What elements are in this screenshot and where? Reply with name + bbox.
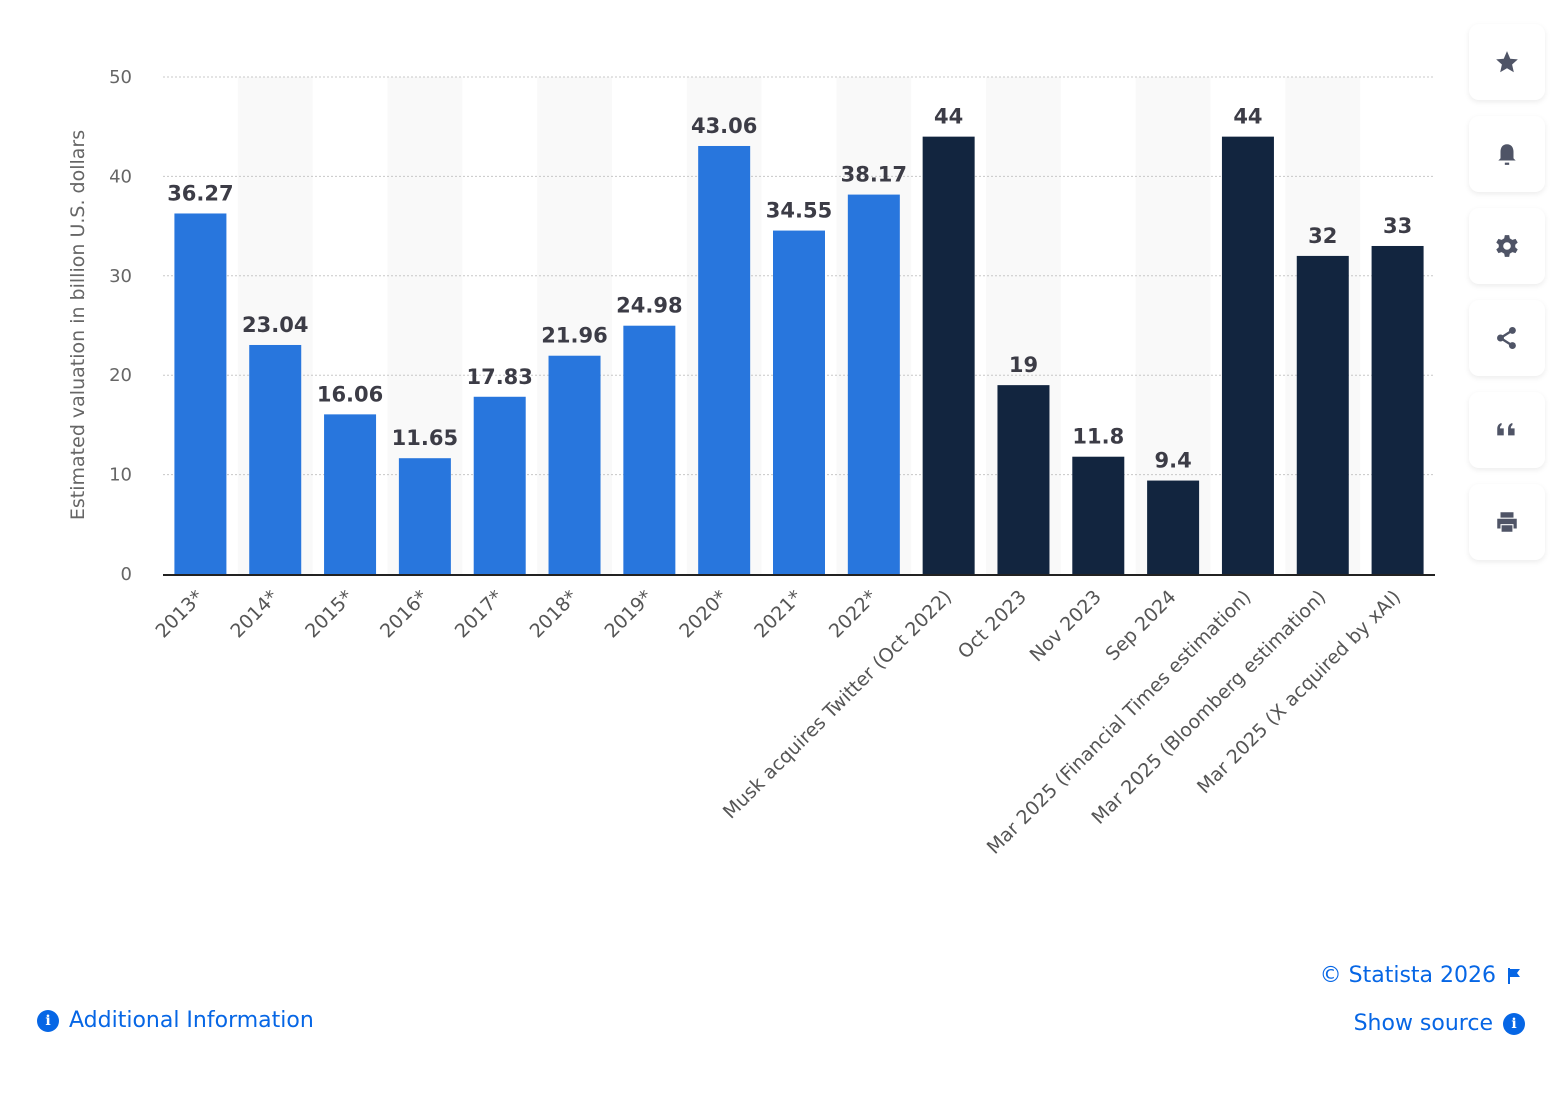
- data-label: 23.04: [242, 313, 308, 337]
- data-label: 17.83: [466, 365, 532, 389]
- bar[interactable]: [249, 344, 302, 574]
- bar[interactable]: [398, 458, 451, 574]
- x-tick-label: 2019*: [600, 586, 656, 642]
- x-tick-label: Nov 2023: [1026, 586, 1106, 666]
- data-label: 11.65: [392, 426, 458, 450]
- y-tick-label: 0: [121, 564, 132, 585]
- bar[interactable]: [1221, 136, 1274, 574]
- quote-icon: [1497, 422, 1515, 436]
- bar[interactable]: [548, 355, 601, 574]
- x-tick-label: Oct 2023: [954, 586, 1031, 663]
- print-button[interactable]: [1469, 484, 1545, 560]
- y-tick-label: 20: [109, 365, 132, 386]
- data-label: 32: [1308, 224, 1337, 248]
- y-tick-label: 40: [109, 166, 132, 187]
- x-tick-label: 2021*: [750, 586, 806, 642]
- data-label: 36.27: [167, 181, 233, 205]
- bar[interactable]: [997, 385, 1050, 574]
- star-icon: [1496, 51, 1518, 73]
- x-tick-label: 2017*: [451, 586, 507, 642]
- info-icon: i: [1503, 1012, 1525, 1035]
- notification-button[interactable]: [1469, 116, 1545, 192]
- data-label: 21.96: [541, 324, 607, 348]
- x-tick-label: 2015*: [301, 586, 357, 642]
- y-tick-label: 10: [109, 465, 132, 486]
- copyright-label: © Statista 2026: [1319, 963, 1496, 988]
- bar[interactable]: [1072, 456, 1125, 574]
- x-tick-label: 2013*: [151, 586, 207, 642]
- show-source-link[interactable]: Show source i: [1354, 1011, 1525, 1036]
- bar[interactable]: [1296, 255, 1349, 575]
- bar[interactable]: [1147, 480, 1200, 574]
- show-source-label: Show source: [1353, 1011, 1493, 1036]
- data-label: 44: [1233, 105, 1262, 129]
- data-label: 43.06: [691, 114, 757, 138]
- bell-icon: [1498, 144, 1516, 165]
- x-tick-label: 2018*: [526, 586, 582, 642]
- flag-icon: [1508, 967, 1520, 984]
- gear-icon: [1496, 235, 1518, 257]
- bar[interactable]: [623, 325, 676, 574]
- info-icon: i: [37, 1009, 59, 1032]
- bar[interactable]: [473, 396, 526, 574]
- bar[interactable]: [174, 213, 227, 574]
- data-label: 38.17: [841, 163, 907, 187]
- additional-information-link[interactable]: i Additional Information: [37, 1008, 314, 1033]
- bar[interactable]: [922, 136, 975, 574]
- bar[interactable]: [698, 145, 751, 575]
- x-tick-label: 2020*: [675, 586, 731, 642]
- y-tick-label: 50: [109, 67, 132, 88]
- data-label: 24.98: [616, 294, 682, 318]
- settings-button[interactable]: [1469, 208, 1545, 284]
- x-tick-label: 2014*: [226, 586, 282, 642]
- data-label: 11.8: [1072, 425, 1124, 449]
- y-tick-label: 30: [109, 266, 132, 287]
- bar[interactable]: [1371, 245, 1424, 575]
- data-label: 16.06: [317, 382, 383, 406]
- favorite-button[interactable]: [1469, 24, 1545, 100]
- additional-information-label: Additional Information: [69, 1008, 314, 1033]
- share-button[interactable]: [1469, 300, 1545, 376]
- data-label: 44: [934, 105, 963, 129]
- x-tick-label: 2016*: [376, 586, 432, 642]
- data-label: 33: [1383, 214, 1412, 238]
- x-tick-label: Sep 2024: [1101, 586, 1180, 665]
- print-icon: [1497, 512, 1517, 532]
- bar[interactable]: [847, 194, 900, 574]
- x-tick-label: 2022*: [825, 586, 881, 642]
- statista-copyright-link[interactable]: © Statista 2026: [1320, 963, 1522, 988]
- data-label: 9.4: [1155, 449, 1192, 473]
- cite-button[interactable]: [1469, 392, 1545, 468]
- data-label: 34.55: [766, 199, 832, 223]
- data-label: 19: [1009, 353, 1038, 377]
- bar[interactable]: [324, 414, 377, 574]
- bar[interactable]: [773, 230, 825, 574]
- y-axis-label: Estimated valuation in billion U.S. doll…: [67, 130, 89, 520]
- x-tick-label: Mar 2025 (Financial Times estimation): [983, 586, 1256, 859]
- share-icon: [1497, 326, 1516, 350]
